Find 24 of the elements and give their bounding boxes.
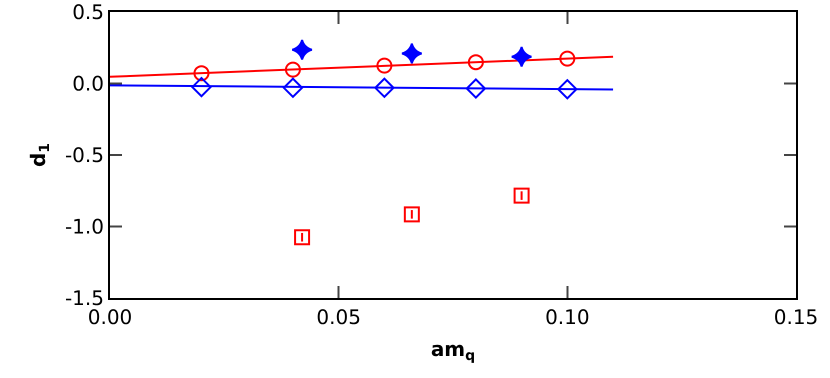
point [374, 78, 394, 98]
point [559, 50, 576, 67]
y-tick-label: -0.5 [64, 143, 104, 167]
point [466, 78, 486, 99]
point [282, 78, 304, 98]
point [294, 229, 310, 246]
point [193, 65, 210, 82]
y-tick-label: -1.0 [64, 214, 104, 238]
point [514, 188, 530, 204]
point [284, 62, 301, 78]
y-tick-label: 0.5 [72, 0, 104, 24]
x-axis-title: am$_{q}$ [430, 337, 476, 364]
x-tick-label: 0.05 [316, 305, 361, 329]
point [468, 54, 484, 70]
point [557, 79, 578, 100]
y-tick-label: 0.0 [72, 72, 104, 96]
point [401, 42, 423, 64]
point [404, 206, 420, 222]
point [291, 38, 313, 61]
x-tick-label: 0.15 [774, 305, 818, 329]
point [510, 46, 532, 68]
x-tick-label: 0.10 [545, 305, 590, 329]
point [191, 76, 212, 98]
point [376, 58, 392, 74]
